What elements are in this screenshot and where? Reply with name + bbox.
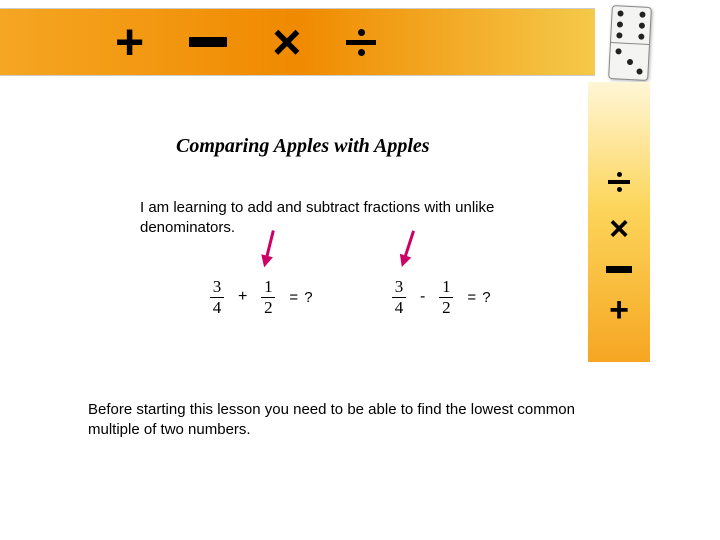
side-panel: × + [588,82,650,362]
top-banner: + × [0,8,595,76]
side-divide-icon [608,172,630,192]
domino-bottom [609,43,649,80]
numerator: 1 [264,278,273,296]
side-plus-icon: + [609,293,629,327]
operator-symbol: - [420,288,425,306]
denominator: 2 [442,299,451,316]
fraction: 1 2 [261,278,275,316]
equals-result: = ? [289,289,313,306]
fraction: 3 4 [392,278,406,316]
domino-top [611,6,651,44]
equation-addition: 3 4 + 1 2 = ? [210,278,314,316]
plus-icon: + [115,13,144,71]
learning-objective: I am learning to add and subtract fracti… [140,198,570,237]
numerator: 3 [213,278,222,296]
numerator: 3 [395,278,404,296]
fraction: 3 4 [210,278,224,316]
prerequisite-text: Before starting this lesson you need to … [88,400,628,441]
multiply-icon: × [272,13,301,71]
numerator: 1 [442,278,451,296]
equals-result: = ? [467,289,491,306]
domino-graphic [608,5,652,81]
side-multiply-icon: × [609,212,629,246]
divide-icon [346,29,376,56]
denominator: 4 [395,299,404,316]
denominator: 4 [213,299,222,316]
side-operator-column: × + [606,172,632,327]
slide-title: Comparing Apples with Apples [176,135,430,158]
fraction: 1 2 [439,278,453,316]
operator-symbol: + [238,288,247,306]
equation-subtraction: 3 4 - 1 2 = ? [392,278,492,316]
side-minus-icon [606,266,632,273]
minus-icon [189,37,227,47]
operator-icons-row: + × [115,9,376,75]
denominator: 2 [264,299,273,316]
